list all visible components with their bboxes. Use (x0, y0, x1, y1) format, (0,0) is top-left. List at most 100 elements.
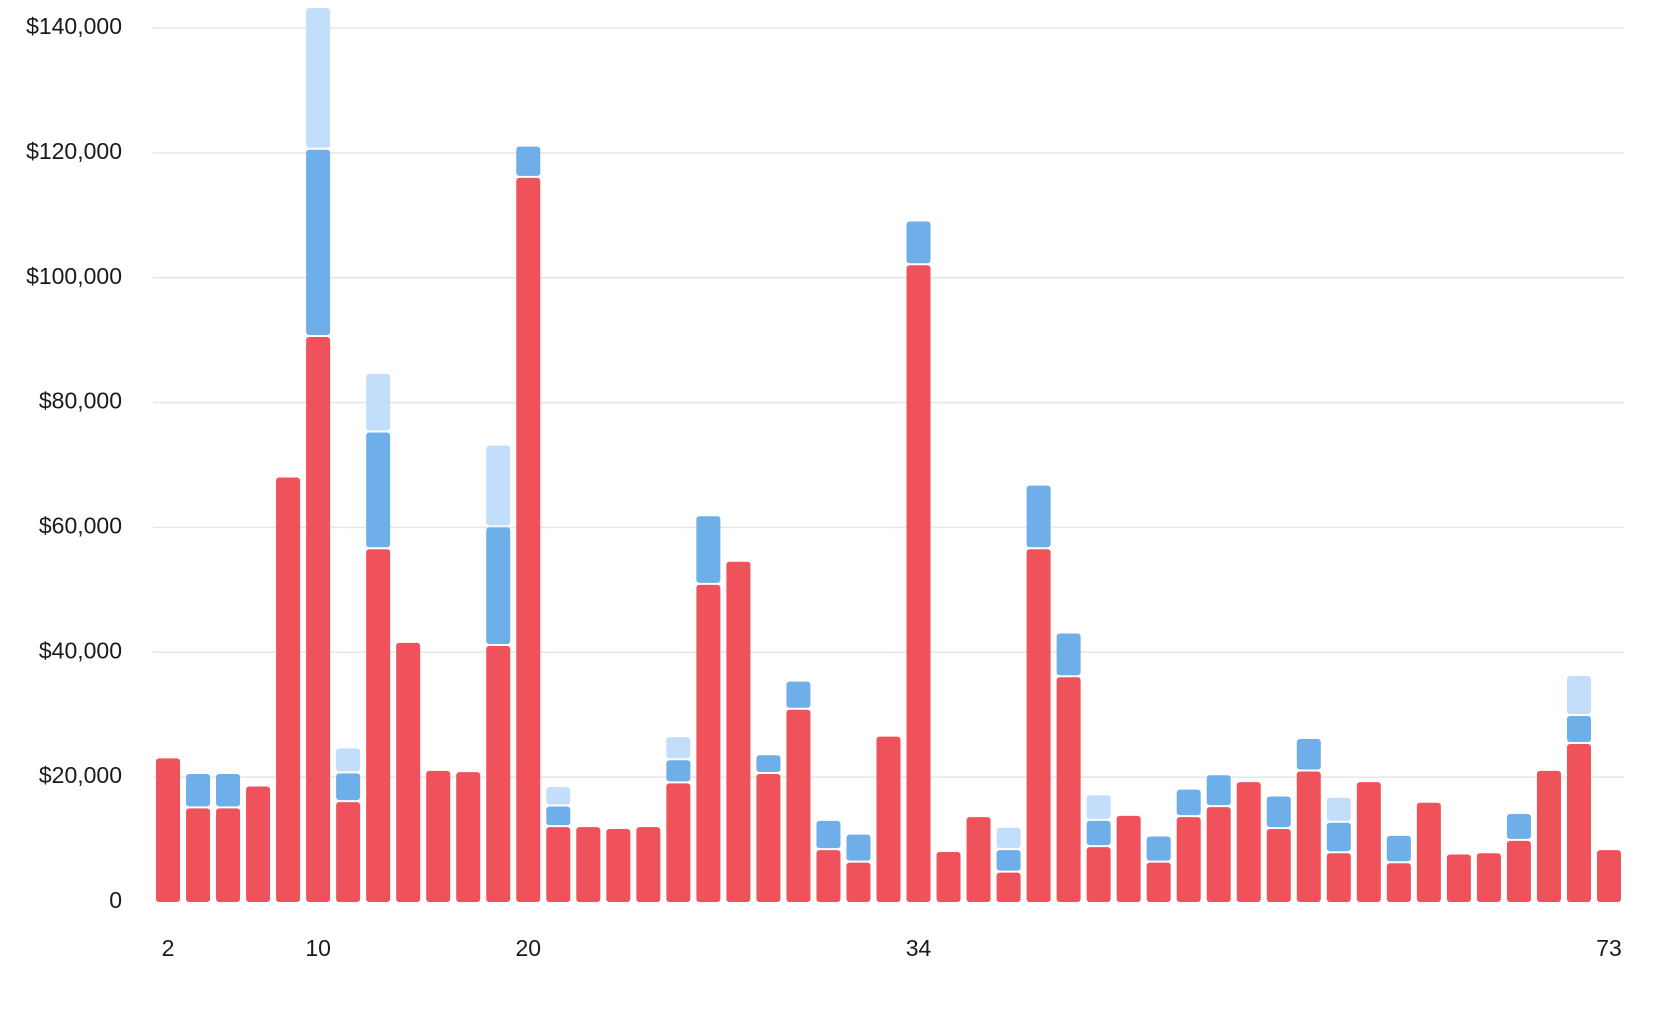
bar-segment-0 (876, 736, 901, 902)
bar-segment-0 (1446, 854, 1471, 902)
bar-segment-0 (1536, 770, 1561, 902)
y-tick-label: $40,000 (39, 637, 122, 663)
bar-segment-0 (696, 584, 721, 902)
bar-segment-1 (306, 149, 331, 336)
bar-segment-1 (666, 760, 691, 782)
bar-segment-0 (786, 709, 811, 902)
bar-segment-1 (216, 774, 241, 807)
bar-segment-1 (1386, 835, 1411, 862)
bar-segment-0 (1236, 782, 1261, 902)
bar-segment-1 (1056, 633, 1081, 676)
x-tick-label: 10 (305, 935, 331, 961)
bar-segment-0 (966, 817, 991, 902)
bar-segment-0 (1026, 549, 1051, 902)
bar-segment-0 (246, 786, 271, 902)
bar-segment-0 (486, 646, 511, 902)
bar-segment-1 (486, 527, 511, 645)
x-axis-ticks: 2 10 20 34 73 (162, 935, 1622, 961)
x-tick-label: 73 (1596, 935, 1622, 961)
bar-segment-2 (1326, 797, 1351, 821)
bar-segment-0 (1206, 807, 1231, 902)
bar-segment-0 (996, 872, 1021, 902)
bar-segment-1 (756, 755, 781, 773)
bar-segment-2 (486, 445, 511, 526)
y-tick-label: $100,000 (26, 263, 122, 289)
bar-segment-0 (846, 862, 871, 902)
bar-segment-1 (696, 516, 721, 583)
bar-segment-1 (1146, 836, 1171, 861)
bar-segment-0 (1146, 862, 1171, 902)
bar-segment-0 (1506, 840, 1531, 902)
bar-segment-0 (666, 783, 691, 902)
y-tick-label: $140,000 (26, 13, 122, 39)
x-tick-label: 34 (906, 935, 932, 961)
bar-segment-1 (846, 834, 871, 861)
bar-segment-1 (1266, 796, 1291, 827)
bar-segment-0 (606, 828, 631, 902)
bar-segment-0 (906, 265, 931, 902)
bar-segment-0 (1326, 853, 1351, 902)
bar-segment-0 (426, 770, 451, 902)
x-tick-label: 2 (162, 935, 175, 961)
bar-segment-0 (516, 177, 541, 903)
y-tick-label: $120,000 (26, 138, 122, 164)
bar-segment-0 (216, 808, 241, 902)
bar-segment-2 (1566, 676, 1591, 714)
bar-segment-2 (366, 373, 391, 431)
bar-segment-1 (336, 773, 361, 801)
bar-segment-1 (546, 806, 571, 826)
bar-segment-0 (1296, 771, 1321, 902)
bar-segment-0 (336, 802, 361, 902)
bar-segment-0 (1056, 677, 1081, 902)
bar-segment-0 (186, 808, 211, 902)
bar-segment-0 (366, 549, 391, 902)
bar-segment-0 (1086, 847, 1111, 902)
bar-segment-0 (1266, 828, 1291, 902)
bar-segment-0 (576, 827, 601, 902)
bar-segment-1 (1176, 789, 1201, 816)
bar-segment-1 (786, 681, 811, 708)
bar-segment-0 (816, 850, 841, 902)
bar-segment-0 (726, 561, 751, 902)
bar-segment-1 (1026, 485, 1051, 548)
bar-segment-1 (906, 221, 931, 264)
y-tick-label: $80,000 (39, 388, 122, 414)
y-tick-label: $60,000 (39, 513, 122, 539)
bar-segment-0 (936, 852, 961, 902)
bar-segment-1 (186, 774, 211, 807)
bar-segment-0 (1176, 817, 1201, 902)
bars (156, 8, 1621, 903)
bar-segment-0 (1476, 853, 1501, 902)
x-tick-label: 20 (515, 935, 541, 961)
bar-segment-0 (156, 758, 181, 902)
bar-segment-0 (306, 337, 331, 902)
bar-segment-0 (636, 827, 661, 902)
bar-segment-0 (756, 774, 781, 902)
bar-segment-2 (666, 737, 691, 759)
bar-segment-0 (1356, 782, 1381, 902)
bar-segment-0 (456, 772, 481, 902)
bar-segment-1 (516, 146, 541, 176)
y-tick-label: 0 (109, 887, 122, 913)
bar-segment-2 (336, 748, 361, 772)
bar-segment-2 (1086, 795, 1111, 819)
bar-segment-0 (1566, 744, 1591, 902)
bar-segment-1 (1506, 813, 1531, 839)
bar-segment-1 (366, 432, 391, 548)
bar-segment-0 (546, 827, 571, 902)
bar-segment-1 (816, 820, 841, 849)
bar-segment-2 (546, 787, 571, 805)
bar-segment-0 (276, 477, 301, 902)
bar-segment-0 (1596, 850, 1621, 902)
y-axis-ticks: 0 $20,000 $40,000 $60,000 $80,000 $100,000 $12… (26, 13, 122, 913)
bar-segment-1 (1326, 822, 1351, 852)
bar-segment-1 (1206, 775, 1231, 806)
y-tick-label: $20,000 (39, 762, 122, 788)
bar-segment-2 (996, 827, 1021, 849)
bar-segment-1 (1566, 715, 1591, 743)
bar-segment-0 (1416, 802, 1441, 902)
bar-segment-2 (306, 8, 331, 148)
bar-segment-1 (996, 850, 1021, 871)
